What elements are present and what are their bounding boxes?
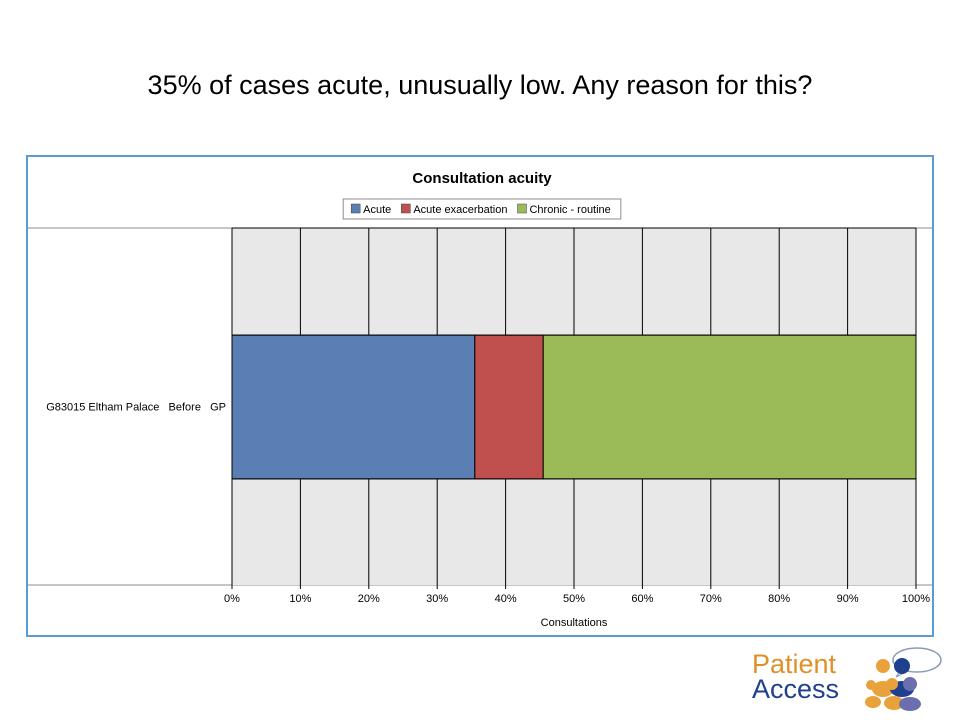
people-speech-icon [865,647,942,711]
legend-box [342,198,622,220]
bar-segment [231,334,476,480]
category-label: G83015 Eltham Palace Before GP [46,402,226,414]
legend-label: Chronic - routine [529,204,610,216]
logo-line-1: Patient [752,649,837,679]
x-tick-label: 10% [289,593,311,605]
logo-wordmark: Patient Access [752,649,840,704]
x-tick-label: 40% [495,593,517,605]
x-tick-label: 60% [631,593,653,605]
chart-legend: Acute Acute exacerbation Chronic - routine [342,198,622,220]
x-tick-label: 70% [700,593,722,605]
x-tick-label: 20% [358,593,380,605]
legend-swatch [401,203,411,214]
x-tick-label: 80% [768,593,790,605]
consultation-acuity-chart: Consultation acuity Acute Acute exacerbati… [28,170,932,629]
x-tick-label: 0% [224,593,240,605]
x-tick-label: 90% [837,593,859,605]
legend-swatch [350,203,361,214]
x-axis-label: Consultations [541,617,608,629]
chart-frame: Consultation acuity Acute Acute exacerbati… [26,155,934,637]
bar-segment [542,334,917,480]
x-tick-label: 30% [426,593,448,605]
legend-label: Acute [363,204,391,216]
patient-access-logo: Patient Access [752,646,947,712]
bar-segment [474,334,544,480]
logo-line-2: Access [752,674,840,704]
x-tick-label: 100% [902,593,930,605]
chart-title: Consultation acuity [412,170,552,187]
x-tick-label: 50% [563,593,585,605]
legend-label: Acute exacerbation [413,204,507,216]
legend-swatch [517,203,527,214]
slide-title: 35% of cases acute, unusually low. Any r… [147,70,813,100]
